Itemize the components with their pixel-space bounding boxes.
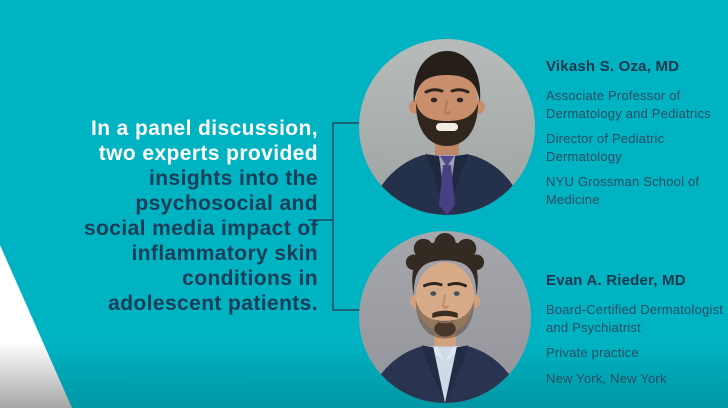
credential-line: Dermatology and Pediatrics	[546, 105, 711, 121]
credential-line: Associate Professor of	[546, 88, 681, 103]
headline-line: inflammatory skin	[131, 242, 318, 265]
headline-line: insights into the	[149, 167, 318, 190]
expert-name: Evan A. Rieder, MD	[546, 272, 686, 289]
headline-line: psychosocial and	[135, 192, 318, 215]
credential-item: New York, New York	[546, 370, 728, 388]
credential-line: Medicine	[546, 191, 600, 207]
credential-line: Director of Pediatric	[546, 131, 665, 146]
expert-photo-oza	[359, 39, 535, 215]
headline-line: social media impact of	[83, 217, 318, 240]
credential-item: Private practice	[546, 344, 728, 362]
expert-name: Vikash S. Oza, MD	[546, 58, 680, 75]
credential-item: Associate Professor of Dermatology and P…	[546, 87, 728, 122]
expert-photo-rieder	[359, 231, 531, 403]
credential-item: Director of Pediatric Dermatology	[546, 130, 728, 165]
headline-text: In a panel discussion, two experts provi…	[18, 116, 318, 316]
credential-line: Dermatology	[546, 148, 622, 164]
connector-bracket	[308, 122, 363, 311]
headline-line: conditions in	[182, 267, 318, 290]
credential-line: and Psychiatrist	[546, 319, 641, 335]
expert-bio-rieder: Evan A. Rieder, MD Board-Certified Derma…	[546, 271, 728, 395]
headline-line: In a panel discussion,	[90, 117, 318, 140]
credential-line: NYU Grossman School of	[546, 174, 700, 189]
portrait-illustration-oza	[359, 39, 535, 215]
credential-item: NYU Grossman School of Medicine	[546, 173, 728, 208]
credential-line: Board-Certified Dermatologist	[546, 302, 724, 317]
expert-bio-oza: Vikash S. Oza, MD Associate Professor of…	[546, 57, 728, 216]
credential-line: Private practice	[546, 345, 639, 360]
headline-line: two experts provided	[98, 142, 318, 165]
headline-line: adolescent patients.	[108, 292, 318, 315]
credential-line: New York, New York	[546, 370, 667, 386]
credential-item: Board-Certified Dermatologist and Psychi…	[546, 301, 728, 336]
portrait-illustration-rieder	[359, 231, 531, 403]
